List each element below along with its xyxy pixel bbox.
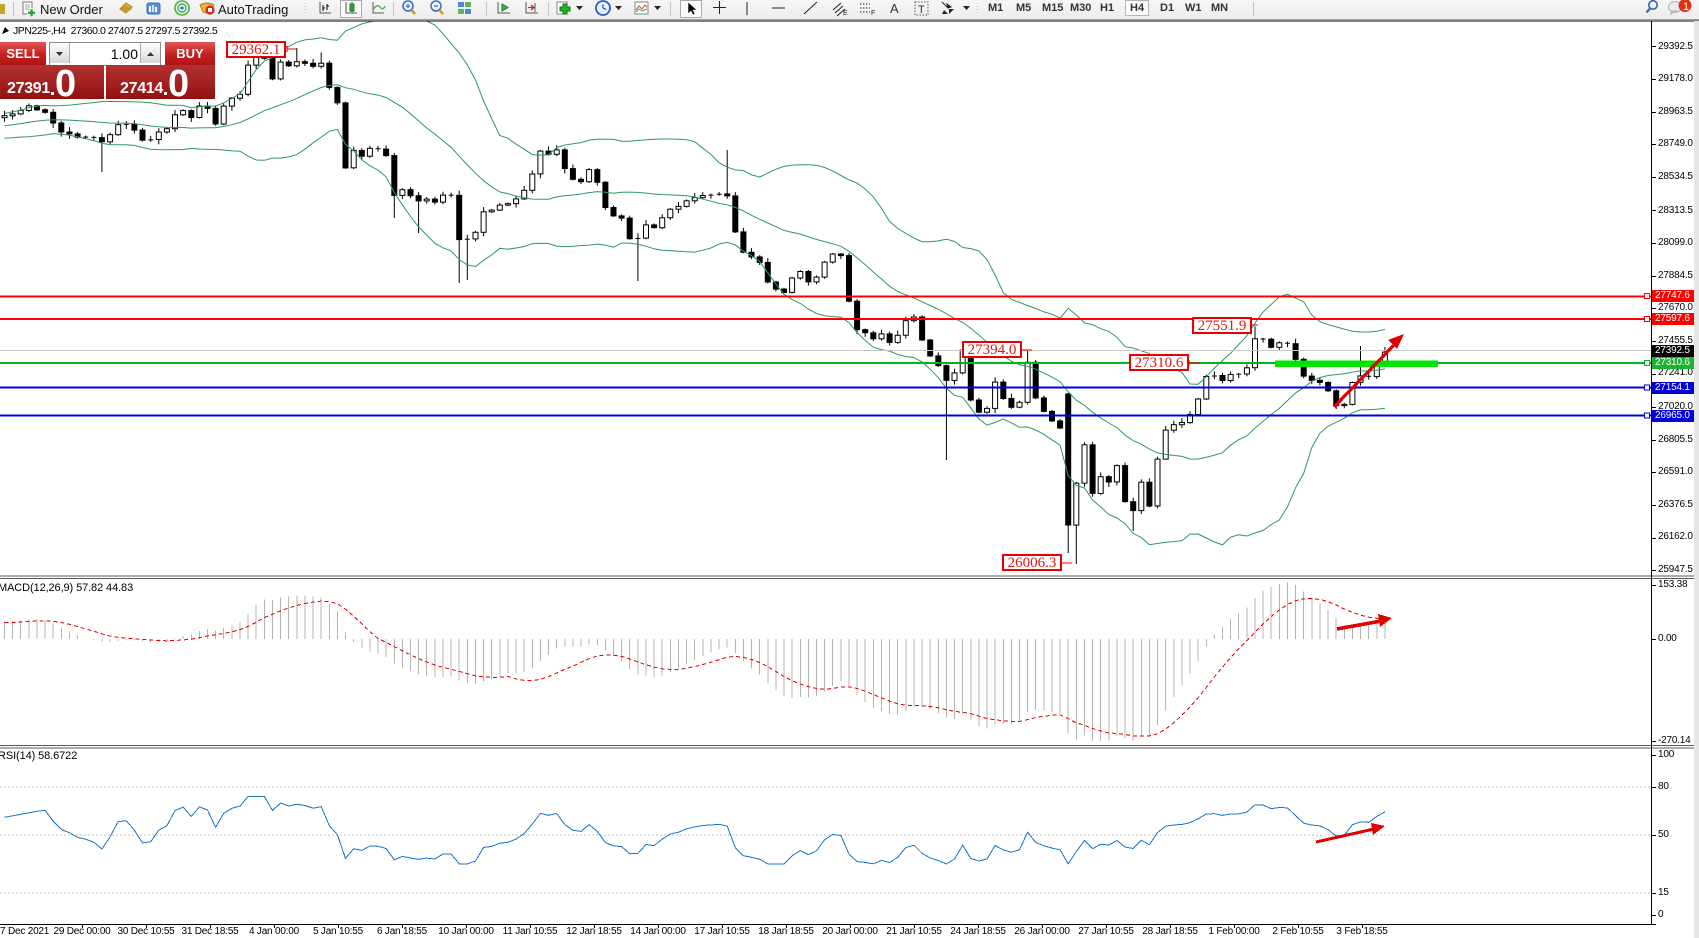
svg-text:E: E bbox=[843, 10, 848, 17]
svg-text:T: T bbox=[918, 4, 925, 16]
svg-text:1: 1 bbox=[1683, 1, 1689, 13]
svg-text:A: A bbox=[890, 1, 899, 16]
svg-text:F: F bbox=[871, 10, 875, 17]
